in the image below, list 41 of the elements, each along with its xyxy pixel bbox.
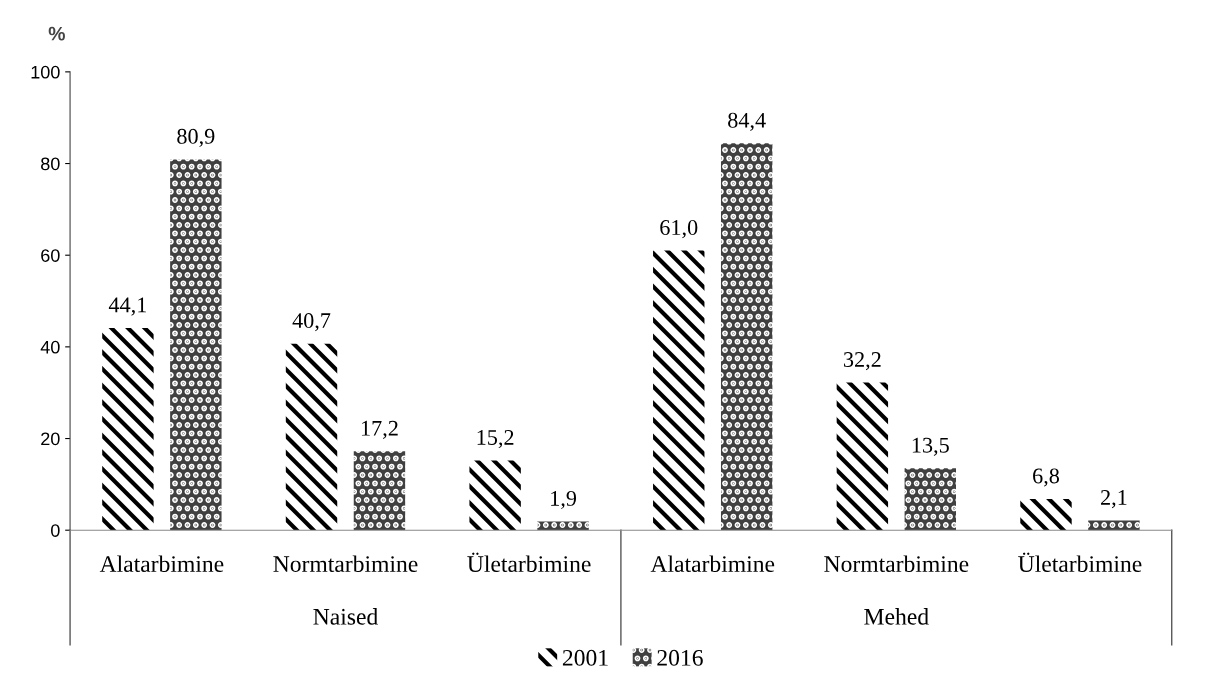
y-tick-label: 0 [51, 524, 60, 537]
bar [1020, 499, 1072, 531]
x-tick-label: Normtarbimine [824, 555, 969, 573]
data-label: 2,1 [1101, 490, 1127, 509]
bar [904, 468, 957, 531]
data-label: 32,2 [843, 352, 881, 371]
bar [1088, 520, 1140, 531]
x-tick-label: Alatarbimine [650, 555, 775, 573]
y-tick-label: 60 [41, 249, 60, 262]
bar [836, 382, 889, 531]
bar [537, 521, 589, 531]
bar [170, 159, 222, 531]
y-axis-title: % [48, 26, 65, 41]
data-label: 15,2 [477, 429, 514, 449]
legend-label: 2001 [562, 649, 608, 666]
y-tick-label: 20 [41, 432, 60, 446]
bar [653, 250, 705, 531]
x-tick-label: Normtarbimine [273, 555, 418, 573]
bar [720, 143, 773, 531]
data-label: 84,4 [728, 112, 766, 131]
legend-label: 2016 [657, 649, 703, 666]
data-label: 13,5 [912, 437, 949, 456]
text: Mehed [864, 608, 929, 625]
data-label: 80,9 [177, 128, 215, 147]
bar [353, 451, 406, 531]
x-tick-label: Ületarbimine [1018, 552, 1142, 573]
text: Naised [313, 608, 378, 625]
bar [102, 328, 154, 531]
y-tick-label: 100 [31, 65, 60, 79]
data-label: 44,1 [108, 297, 147, 316]
bar [469, 460, 521, 531]
y-tick-label: 80 [41, 157, 60, 171]
data-label: 1,9 [551, 490, 577, 510]
data-label: 61,0 [660, 219, 698, 239]
bar [285, 343, 338, 531]
data-label: 6,8 [1033, 468, 1060, 487]
data-label: 40,7 [292, 313, 331, 332]
x-tick-label: Alatarbimine [99, 555, 224, 573]
y-tick-label: 40 [40, 340, 60, 354]
data-label: 17,2 [361, 420, 398, 439]
x-tick-label: Ületarbimine [467, 552, 591, 573]
